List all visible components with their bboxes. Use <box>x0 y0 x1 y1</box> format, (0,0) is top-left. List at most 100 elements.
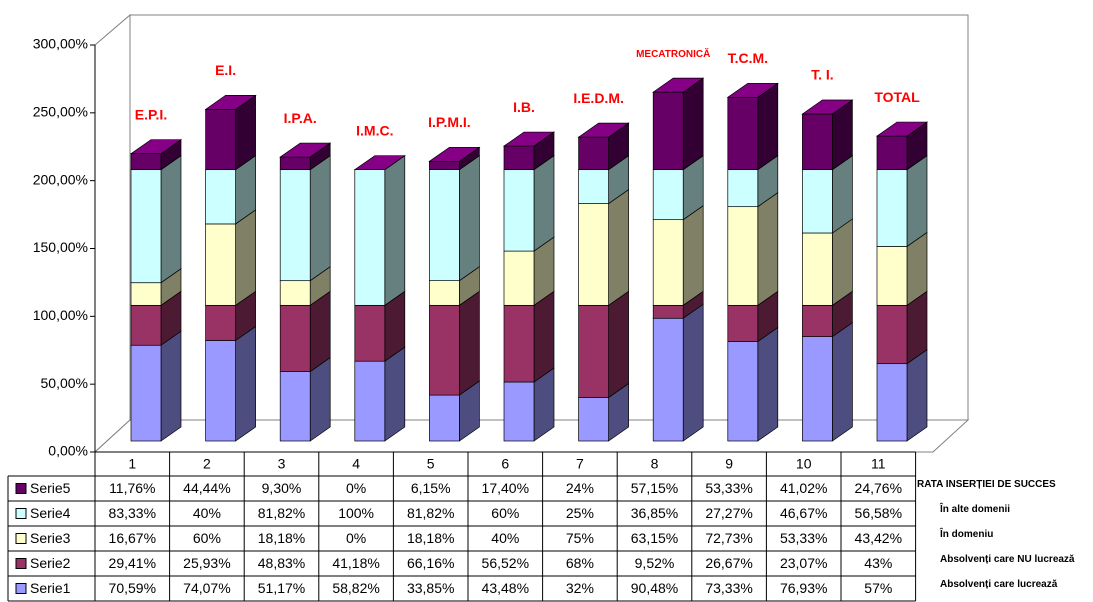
x-tick-label: 9 <box>725 456 733 472</box>
bar-top <box>801 99 854 115</box>
bar-segment <box>279 290 331 373</box>
bar-segment <box>279 356 331 442</box>
bar-front <box>802 336 833 442</box>
bar-front <box>652 317 684 442</box>
data-label: 70,59% <box>109 580 156 596</box>
bar-segment <box>503 131 555 171</box>
bar-segment <box>205 154 256 225</box>
bar-front <box>429 280 460 306</box>
bar-front <box>652 91 684 171</box>
x-tick-label: 6 <box>501 456 509 472</box>
x-tick-label: 10 <box>796 456 812 472</box>
data-label: 81,82% <box>407 505 454 521</box>
bar-side <box>682 77 704 171</box>
annotation: I.P.M.I. <box>428 114 471 130</box>
bar-side <box>533 290 555 383</box>
bar-top <box>652 77 705 93</box>
bar-front <box>578 397 609 442</box>
bar-front <box>727 341 759 442</box>
data-label: 60% <box>491 505 519 521</box>
annotation: I.P.A. <box>284 110 317 126</box>
bar-segment <box>279 265 331 307</box>
bar-front <box>205 304 236 341</box>
bar-front <box>205 109 236 171</box>
bar-top <box>353 155 406 171</box>
row-label: RATA INSERȚIEI DE SUCCES <box>917 479 1056 490</box>
data-label: 40% <box>491 530 519 546</box>
data-label: 43,48% <box>482 580 529 596</box>
annotation: I.B. <box>513 99 535 115</box>
bar-front <box>279 156 311 171</box>
data-label: 29,41% <box>109 555 156 571</box>
bar-side <box>459 154 480 282</box>
data-label: 18,18% <box>407 530 454 546</box>
data-label: 53,33% <box>780 530 827 546</box>
bar-front <box>429 304 460 396</box>
bar-front <box>802 304 833 337</box>
bar-segment <box>727 326 779 442</box>
bar-side <box>459 290 480 396</box>
bar-front <box>578 169 609 204</box>
data-label: 26,67% <box>705 555 752 571</box>
data-label: 43% <box>864 555 892 571</box>
bar-side <box>832 321 853 442</box>
bar-segment <box>205 209 256 307</box>
bar-segment <box>130 139 182 171</box>
legend-swatch <box>15 558 27 569</box>
bar-segment <box>354 346 406 442</box>
legend-label: Serie4 <box>30 505 71 521</box>
bar-front <box>727 304 759 342</box>
bar-side <box>160 330 182 442</box>
data-label: 60% <box>193 530 221 546</box>
data-label: 66,16% <box>407 555 454 571</box>
bar-front <box>130 304 162 346</box>
bar-front <box>727 169 759 208</box>
bar-front <box>578 203 609 306</box>
y-tick-label: 250,00% <box>33 104 88 120</box>
data-label: 9,30% <box>262 480 302 496</box>
bar-segment <box>727 290 779 343</box>
bar-segment <box>652 204 704 307</box>
bar-segment <box>802 321 853 442</box>
legend-label: Serie3 <box>30 530 71 546</box>
bar-side <box>682 204 704 307</box>
bar-side <box>384 154 406 307</box>
bar-front <box>503 381 535 442</box>
bar-front <box>802 113 833 171</box>
annotation: TOTAL <box>874 89 920 105</box>
data-label: 63,15% <box>631 530 678 546</box>
data-label: 40% <box>193 505 221 521</box>
data-label: 58,82% <box>332 580 379 596</box>
data-label: 11,76% <box>109 480 155 496</box>
bar-side <box>906 154 928 248</box>
data-label: 36,85% <box>631 505 678 521</box>
bar-segment <box>876 231 928 307</box>
data-label: 90,48% <box>631 580 678 596</box>
bar-segment <box>429 380 480 442</box>
annotation: T. I. <box>811 67 834 83</box>
bar-front <box>429 169 460 282</box>
bar-segment <box>503 290 555 383</box>
bar-front <box>205 340 236 442</box>
row-label: Absolvenți care lucrează <box>940 579 1058 590</box>
bar-front <box>802 232 833 306</box>
data-label: 41,18% <box>332 555 379 571</box>
data-label: 33,85% <box>407 580 454 596</box>
data-label: 51,17% <box>258 580 305 596</box>
bar-front <box>503 145 535 171</box>
bar-side <box>757 191 779 307</box>
bar-front <box>802 169 833 234</box>
bar-top <box>428 146 481 162</box>
bar-side <box>384 346 406 442</box>
data-label: 57,15% <box>631 480 678 496</box>
bar-front <box>876 304 908 365</box>
bar-front <box>354 169 386 306</box>
bar-segment <box>876 121 928 171</box>
bar-segment <box>652 77 704 171</box>
bar-front <box>503 169 535 252</box>
data-label: 9,52% <box>635 555 675 571</box>
x-tick-label: 3 <box>278 456 286 472</box>
legend-swatch <box>15 508 27 519</box>
legend-swatch <box>15 583 27 594</box>
data-label: 0% <box>346 530 366 546</box>
